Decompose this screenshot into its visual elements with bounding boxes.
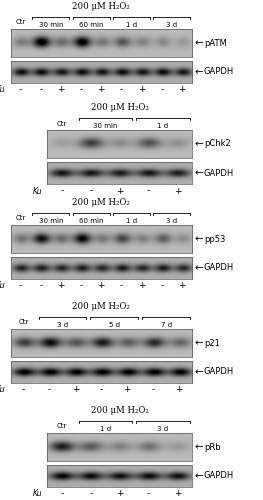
Text: Ku: Ku (32, 490, 42, 498)
Text: -: - (79, 86, 83, 94)
Text: ←: ← (195, 338, 203, 348)
Text: ←: ← (195, 67, 203, 77)
Text: +: + (138, 86, 145, 94)
Text: 5 d: 5 d (109, 322, 120, 328)
Text: Ku: Ku (0, 282, 5, 290)
Text: p21: p21 (204, 338, 220, 347)
Text: -: - (39, 282, 42, 290)
Text: +: + (57, 282, 65, 290)
Text: GAPDH: GAPDH (204, 168, 234, 177)
Text: +: + (178, 86, 186, 94)
Text: 3 d: 3 d (166, 218, 177, 224)
Text: -: - (19, 86, 22, 94)
Text: Ctr: Ctr (57, 424, 67, 430)
Text: -: - (60, 186, 63, 196)
Text: +: + (98, 86, 105, 94)
Text: -: - (60, 490, 63, 498)
Text: +: + (72, 386, 79, 394)
Text: -: - (89, 186, 92, 196)
Text: ←: ← (195, 367, 203, 377)
Text: +: + (98, 282, 105, 290)
Text: ←: ← (195, 139, 203, 149)
Text: -: - (79, 282, 83, 290)
Text: 30 min: 30 min (39, 22, 63, 28)
Text: +: + (57, 86, 65, 94)
Text: pRb: pRb (204, 442, 220, 452)
Text: ←: ← (195, 471, 203, 481)
Text: 3 d: 3 d (166, 22, 177, 28)
Text: 30 min: 30 min (39, 218, 63, 224)
Text: -: - (160, 282, 163, 290)
Text: -: - (100, 386, 103, 394)
Text: ←: ← (195, 263, 203, 273)
Text: 1 d: 1 d (126, 22, 137, 28)
Text: 200 μM H₂O₂: 200 μM H₂O₂ (72, 302, 130, 312)
Text: +: + (123, 386, 131, 394)
Text: 1 d: 1 d (126, 218, 137, 224)
Text: 3 d: 3 d (158, 426, 169, 432)
Text: +: + (178, 282, 186, 290)
Text: 30 min: 30 min (93, 122, 118, 128)
Text: 7 d: 7 d (160, 322, 172, 328)
Text: Ctr: Ctr (18, 320, 29, 326)
Text: ←: ← (195, 168, 203, 178)
Text: Ku: Ku (0, 86, 5, 94)
Text: -: - (151, 386, 155, 394)
Text: -: - (120, 86, 123, 94)
Text: 200 μM H₂O₂: 200 μM H₂O₂ (72, 2, 130, 12)
Text: 200 μM H₂O₂: 200 μM H₂O₂ (72, 198, 130, 207)
Text: GAPDH: GAPDH (204, 368, 234, 376)
Text: -: - (160, 86, 163, 94)
Text: 60 min: 60 min (79, 22, 103, 28)
Text: -: - (147, 490, 150, 498)
Text: +: + (175, 386, 183, 394)
Text: -: - (89, 490, 92, 498)
Text: 200 μM H₂O₂: 200 μM H₂O₂ (91, 406, 149, 416)
Text: +: + (174, 490, 181, 498)
Text: -: - (22, 386, 25, 394)
Text: GAPDH: GAPDH (204, 264, 234, 272)
Text: +: + (174, 186, 181, 196)
Text: 60 min: 60 min (79, 218, 103, 224)
Text: 1 d: 1 d (158, 122, 169, 128)
Text: +: + (116, 490, 123, 498)
Text: -: - (19, 282, 22, 290)
Text: -: - (120, 282, 123, 290)
Text: -: - (39, 86, 42, 94)
Text: ←: ← (195, 442, 203, 452)
Text: pATM: pATM (204, 38, 227, 48)
Text: ←: ← (195, 234, 203, 244)
Text: Ku: Ku (32, 186, 42, 196)
Text: Ctr: Ctr (16, 20, 26, 26)
Text: +: + (138, 282, 145, 290)
Text: -: - (147, 186, 150, 196)
Text: Ctr: Ctr (16, 216, 26, 222)
Text: 1 d: 1 d (100, 426, 111, 432)
Text: ←: ← (195, 38, 203, 48)
Text: Ctr: Ctr (57, 120, 67, 126)
Text: pp53: pp53 (204, 234, 225, 244)
Text: pChk2: pChk2 (204, 140, 231, 148)
Text: 200 μM H₂O₂: 200 μM H₂O₂ (91, 104, 149, 112)
Text: Ku: Ku (0, 386, 5, 394)
Text: +: + (116, 186, 123, 196)
Text: -: - (48, 386, 51, 394)
Text: GAPDH: GAPDH (204, 68, 234, 76)
Text: GAPDH: GAPDH (204, 472, 234, 480)
Text: 3 d: 3 d (57, 322, 68, 328)
